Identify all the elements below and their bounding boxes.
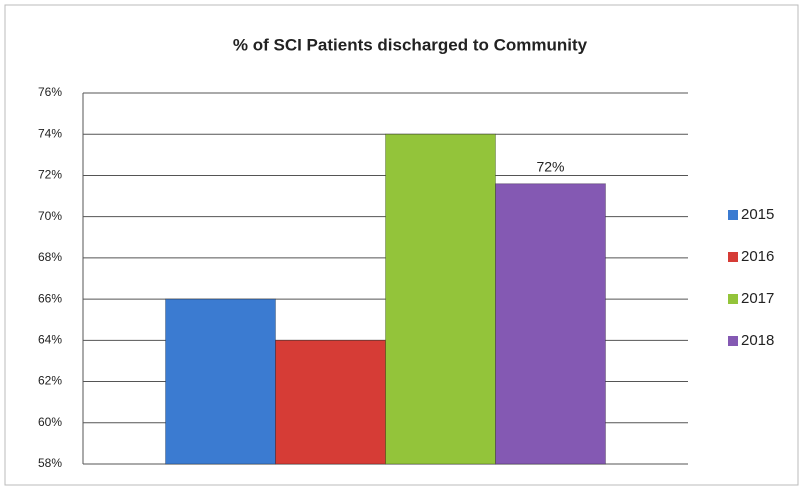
- bar: [495, 183, 606, 465]
- y-tick-label: 62%: [38, 374, 62, 388]
- legend-swatch: [728, 210, 738, 220]
- y-tick-label: 74%: [38, 126, 62, 140]
- y-tick-label: 76%: [38, 85, 62, 99]
- legend-label: 2015: [741, 206, 774, 223]
- legend-swatch: [728, 252, 738, 262]
- y-tick-label: 70%: [38, 209, 62, 223]
- chart-title: % of SCI Patients discharged to Communit…: [233, 35, 588, 54]
- legend-swatch: [728, 294, 738, 304]
- y-tick-label: 68%: [38, 250, 62, 264]
- legend-label: 2016: [741, 248, 774, 265]
- legend-label: 2017: [741, 290, 774, 307]
- y-tick-label: 60%: [38, 415, 62, 429]
- legend-swatch: [728, 336, 738, 346]
- bar: [275, 339, 386, 465]
- bar: [385, 133, 496, 465]
- y-tick-label: 66%: [38, 291, 62, 305]
- y-tick-label: 72%: [38, 168, 62, 182]
- y-tick-label: 64%: [38, 333, 62, 347]
- legend-label: 2018: [741, 332, 774, 349]
- bar: [165, 298, 276, 465]
- data-label: 72%: [536, 158, 564, 174]
- y-tick-label: 58%: [38, 456, 62, 470]
